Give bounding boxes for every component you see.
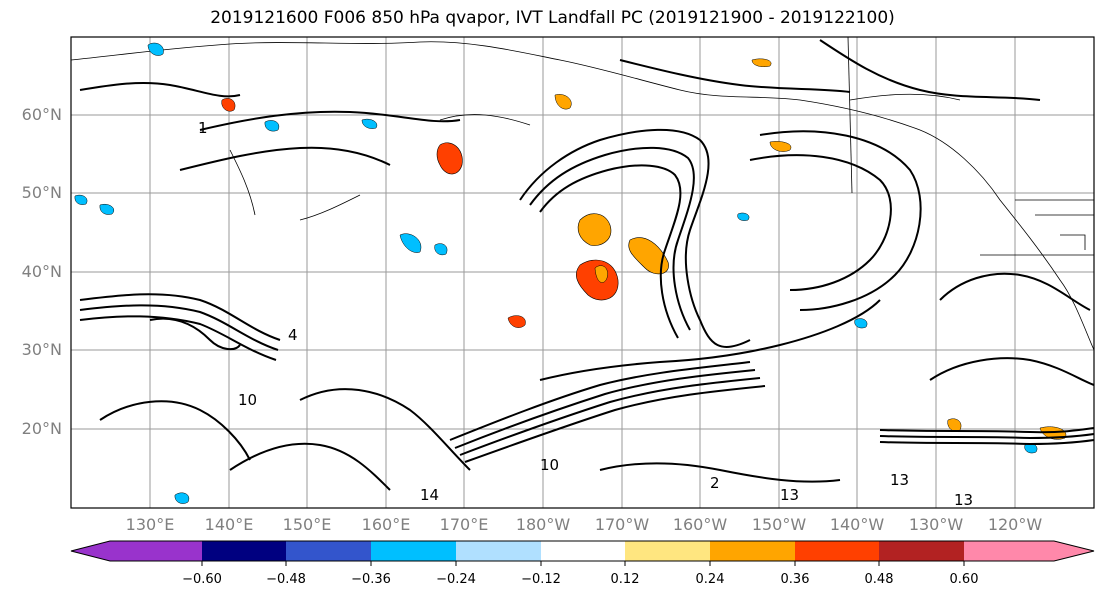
colorbar-segment <box>625 541 710 561</box>
contour-lines <box>79 39 1095 491</box>
colorbar-segment <box>879 541 964 561</box>
colorbar-tick-label: −0.36 <box>351 572 391 587</box>
colorbar-tick-label: −0.24 <box>436 572 476 587</box>
colorbar-tick-label: −0.48 <box>266 572 306 587</box>
lon-label: 170°W <box>594 515 650 534</box>
contour-label: 2 <box>710 474 720 492</box>
lat-label: 40°N <box>21 262 62 281</box>
colorbar-tick-label: 0.48 <box>864 572 894 587</box>
colorbar-tick-label: 0.24 <box>695 572 725 587</box>
lon-label: 160°W <box>672 515 728 534</box>
lon-label: 150°E <box>282 515 332 534</box>
contour-label: 13 <box>954 491 973 509</box>
contour-label: 14 <box>420 486 439 504</box>
contour-label: 4 <box>288 326 298 344</box>
contour-labels: 1 13 10 10 2 13 13 14 4 <box>198 119 973 509</box>
colorbar-tick-label: −0.60 <box>182 572 222 587</box>
colorbar-tick-label: 0.60 <box>949 572 979 587</box>
colorbar-outline <box>70 540 1095 562</box>
lon-label: 130°E <box>125 515 175 534</box>
lon-label: 160°E <box>361 515 411 534</box>
lon-label: 150°W <box>751 515 807 534</box>
lat-label: 60°N <box>21 105 62 124</box>
colorbar-tick-label: 0.36 <box>780 572 810 587</box>
colorbar-segment <box>286 541 371 561</box>
map-panel: 1 13 10 10 2 13 13 14 4 <box>70 36 1095 509</box>
colorbar-tick-label: 0.12 <box>610 572 640 587</box>
colorbar-extend-high <box>1054 541 1094 561</box>
coastlines <box>70 36 1095 351</box>
contour-label: 13 <box>890 471 909 489</box>
lon-label: 140°E <box>204 515 254 534</box>
lat-label: 30°N <box>21 340 62 359</box>
colorbar-segment <box>371 541 456 561</box>
colorbar-segment <box>202 541 286 561</box>
colorbar-segment <box>795 541 879 561</box>
colorbar-segment <box>110 541 202 561</box>
lon-label: 170°E <box>439 515 489 534</box>
lon-label: 130°W <box>908 515 964 534</box>
lat-label: 20°N <box>21 419 62 438</box>
lon-label: 140°W <box>829 515 885 534</box>
contour-label: 1 <box>198 119 208 137</box>
colorbar-segment <box>541 541 625 561</box>
lat-label: 50°N <box>21 183 62 202</box>
contour-label: 10 <box>540 456 559 474</box>
colorbar-tick-label: −0.12 <box>521 572 561 587</box>
contour-label: 13 <box>780 486 799 504</box>
colorbar <box>70 540 1095 566</box>
lon-label: 180°W <box>515 515 571 534</box>
map-border <box>70 36 1095 509</box>
map-title: 2019121600 F006 850 hPa qvapor, IVT Land… <box>210 8 895 28</box>
contour-label: 10 <box>238 391 257 409</box>
colorbar-segment <box>456 541 541 561</box>
colorbar-segment <box>710 541 795 561</box>
colorbar-extend-low <box>71 541 110 561</box>
colorbar-segment <box>964 541 1054 561</box>
lon-label: 120°W <box>987 515 1043 534</box>
shaded-anomalies <box>74 42 1067 504</box>
